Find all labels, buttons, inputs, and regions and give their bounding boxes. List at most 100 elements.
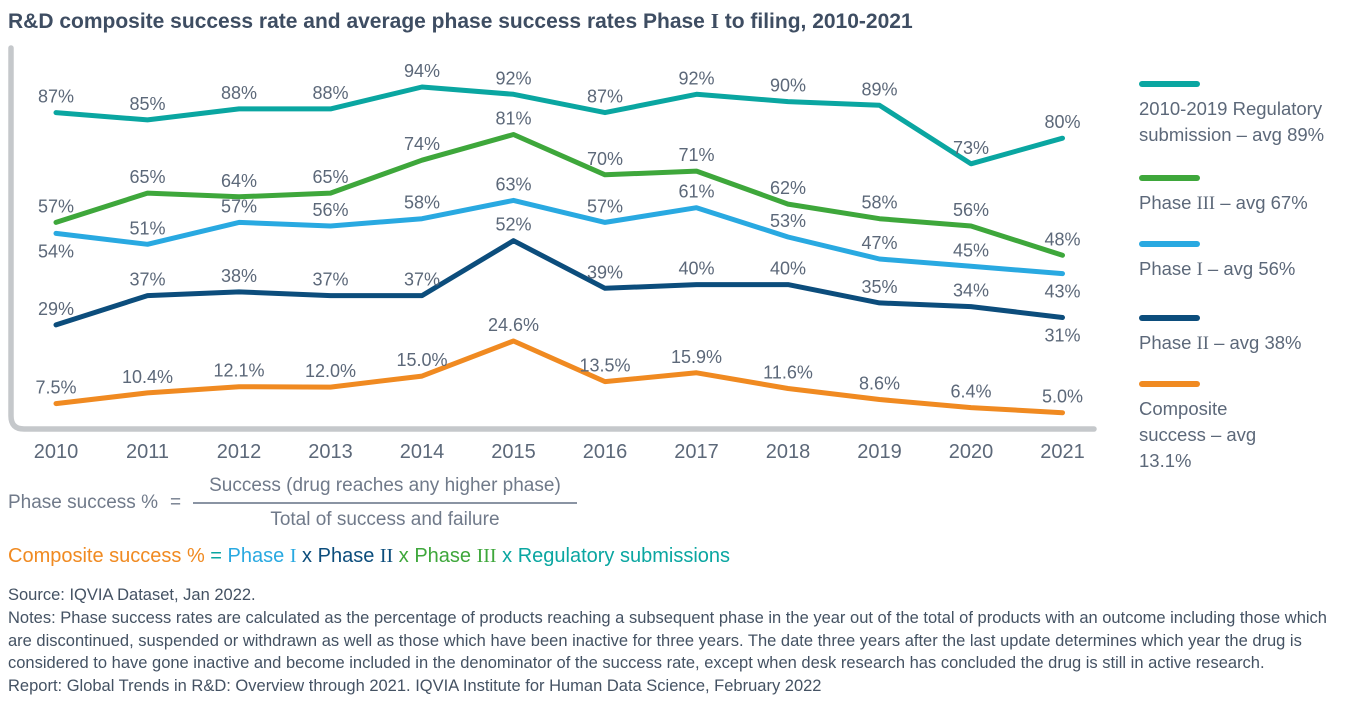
composite-formula-segment-2: Phase I (227, 545, 297, 567)
legend-label-phase-iii: Phase III – avg 67% (1139, 192, 1308, 214)
formula-lhs: Phase success % (8, 492, 158, 513)
data-label-phase-iii-2021: 48% (1044, 229, 1080, 249)
data-label-phase-iii-2014: 74% (404, 134, 440, 154)
composite-formula: Composite success % = Phase I x Phase II… (8, 545, 1346, 568)
data-label-phase-i-2021: 43% (1044, 282, 1080, 302)
data-label-phase-iii-2017: 71% (678, 145, 714, 165)
composite-formula-segment-8: Regulatory submissions (517, 545, 731, 567)
data-label-phase-iii-2015: 81% (495, 109, 531, 129)
footnotes: Source: IQVIA Dataset, Jan 2022. Notes: … (8, 584, 1346, 698)
data-label-composite-success-2020: 6.4% (950, 382, 991, 402)
composite-formula-segment-3: x (296, 545, 318, 567)
data-label-regulatory-submission-2015: 92% (495, 68, 531, 88)
data-label-phase-i-2020: 45% (953, 240, 989, 260)
data-label-regulatory-submission-2019: 89% (861, 79, 897, 99)
data-label-phase-ii-2011: 37% (129, 270, 165, 290)
data-label-phase-i-2017: 61% (678, 182, 714, 202)
data-label-regulatory-submission-2016: 87% (587, 87, 623, 107)
data-label-phase-iii-2016: 70% (587, 149, 623, 169)
data-label-composite-success-2016: 13.5% (579, 356, 630, 376)
data-label-phase-i-2011: 51% (129, 218, 165, 238)
x-axis-label-2019: 2019 (857, 441, 902, 463)
data-label-phase-i-2016: 57% (587, 196, 623, 216)
chart-area: 87% 85% 88% 88% 94% 92% 87% 92% 90% 89% 73% 80% 57% 6… (4, 39, 1346, 471)
data-label-phase-i-2014: 58% (404, 193, 440, 213)
chart-legend: 2010-2019 Regulatory submission – avg 89… (1139, 39, 1352, 471)
line-chart: 87% 85% 88% 88% 94% 92% 87% 92% 90% 89% 73% 80% 57% 6… (8, 45, 1097, 463)
data-label-phase-i-2015: 63% (495, 174, 531, 194)
composite-formula-segment-7: x (496, 545, 518, 567)
x-axis-label-2011: 2011 (126, 441, 169, 463)
series-line-phase-iii (53, 132, 1065, 258)
phase-success-formula: Phase success % = Success (drug reaches … (8, 475, 1346, 531)
data-label-composite-success-2014: 15.0% (396, 350, 447, 370)
data-label-regulatory-submission-2013: 88% (312, 83, 348, 103)
data-label-regulatory-submission-2018: 90% (770, 76, 806, 96)
series-line-phase-ii (53, 238, 1065, 328)
x-axis-label-2014: 2014 (400, 441, 445, 463)
data-label-composite-success-2018: 11.6% (763, 363, 813, 383)
data-label-regulatory-submission-2010: 87% (38, 87, 74, 107)
legend-item-regulatory-submission: 2010-2019 Regulatory submission – avg 89… (1139, 81, 1335, 148)
series-line-phase-i (53, 197, 1065, 277)
data-label-regulatory-submission-2020: 73% (953, 138, 989, 158)
report-note: Report: Global Trends in R&D: Overview t… (8, 677, 822, 696)
methodology-note: Notes: Phase success rates are calculate… (8, 608, 1327, 673)
data-label-composite-success-2019: 8.6% (859, 374, 900, 394)
chart-axis (8, 45, 1097, 432)
legend-item-phase-i: Phase I – avg 56% (1139, 241, 1295, 283)
data-label-phase-iii-2018: 62% (770, 178, 806, 198)
source-note: Source: IQVIA Dataset, Jan 2022. (8, 586, 256, 604)
legend-item-phase-iii: Phase III – avg 67% (1139, 175, 1308, 217)
composite-formula-segment-0: Composite success % (8, 545, 205, 567)
legend-item-phase-ii: Phase II – avg 38% (1139, 315, 1302, 357)
data-label-regulatory-submission-2017: 92% (678, 68, 714, 88)
series-line-composite-success (53, 338, 1065, 416)
x-axis-label-2021: 2021 (1040, 441, 1085, 463)
legend-swatch-phase-i (1139, 241, 1200, 247)
data-label-regulatory-submission-2014: 94% (404, 61, 440, 81)
data-label-composite-success-2011: 10.4% (122, 367, 173, 387)
data-label-regulatory-submission-2012: 88% (221, 83, 257, 103)
data-label-phase-ii-2016: 39% (587, 262, 623, 282)
x-axis-label-2018: 2018 (766, 441, 811, 463)
page-title: R&D composite success rate and average p… (8, 9, 913, 33)
data-label-phase-i-2018: 53% (770, 211, 806, 231)
x-axis-label-2016: 2016 (583, 441, 628, 463)
x-axis-label-2015: 2015 (491, 441, 536, 463)
data-label-phase-i-2019: 47% (861, 233, 897, 253)
legend-label-composite-success: Composite success – avg 13.1% (1139, 398, 1257, 471)
formula-numerator: Success (drug reaches any higher phase) (193, 475, 577, 504)
data-label-phase-ii-2021: 31% (1044, 326, 1080, 346)
formula-fraction: Success (drug reaches any higher phase) … (193, 475, 577, 531)
data-label-composite-success-2012: 12.1% (213, 361, 264, 381)
legend-swatch-regulatory-submission (1139, 81, 1200, 87)
composite-formula-segment-4: Phase II (317, 545, 394, 567)
data-label-regulatory-submission-2011: 85% (129, 94, 165, 114)
data-label-phase-ii-2010: 29% (38, 299, 74, 319)
x-axis-label-2012: 2012 (217, 441, 262, 463)
data-label-phase-ii-2020: 34% (953, 281, 989, 301)
x-axis-label-2013: 2013 (308, 441, 353, 463)
legend-item-composite-success: Composite success – avg 13.1% (1139, 381, 1299, 474)
data-label-phase-iii-2010: 57% (38, 196, 74, 216)
x-axis-label-2010: 2010 (34, 441, 79, 463)
data-label-phase-iii-2011: 65% (129, 167, 165, 187)
data-label-phase-iii-2012: 64% (221, 171, 257, 191)
data-label-phase-i-2010: 54% (38, 241, 74, 261)
data-label-composite-success-2013: 12.0% (305, 361, 356, 381)
data-label-phase-ii-2017: 40% (678, 259, 714, 279)
report-page: R&D composite success rate and average p… (4, 9, 1346, 698)
data-label-phase-i-2013: 56% (312, 200, 348, 220)
data-label-composite-success-2015: 24.6% (488, 315, 539, 335)
composite-formula-segment-1: = (204, 545, 228, 567)
data-label-regulatory-submission-2021: 80% (1044, 112, 1080, 132)
formula-equals-sign: = (169, 492, 182, 513)
legend-label-phase-i: Phase I – avg 56% (1139, 258, 1296, 280)
x-axis-label-2017: 2017 (674, 441, 719, 463)
data-label-phase-ii-2012: 38% (221, 266, 257, 286)
data-label-phase-i-2012: 57% (221, 196, 257, 216)
legend-swatch-phase-iii (1139, 175, 1200, 181)
composite-formula-segment-5: x (393, 545, 415, 567)
data-label-phase-iii-2019: 58% (861, 193, 897, 213)
